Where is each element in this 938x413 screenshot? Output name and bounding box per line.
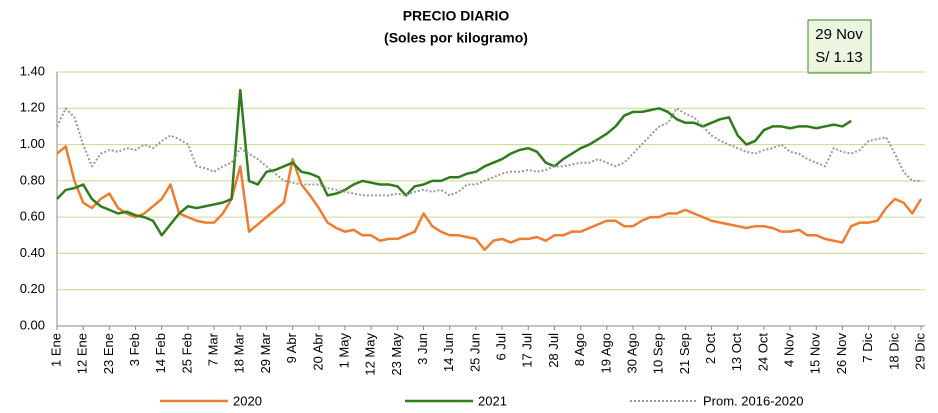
x-tick-label: 12 Ene: [75, 333, 90, 374]
x-tick-label: 24 Oct: [755, 333, 770, 372]
x-tick-label: 10 Sep: [651, 333, 666, 374]
annotation-date: 29 Nov: [815, 26, 863, 43]
x-tick-label: 7 Mar: [206, 332, 221, 366]
x-tick-label: 30 Ago: [624, 333, 639, 374]
y-tick-label: 0.80: [20, 172, 45, 187]
x-tick-label: 25 Feb: [179, 333, 194, 373]
x-tick-label: 23 May: [389, 333, 404, 376]
x-tick-label: 17 Jul: [520, 333, 535, 368]
chart-subtitle: (Soles por kilogramo): [384, 30, 528, 46]
x-tick-label: 14 Feb: [153, 333, 168, 373]
y-tick-label: 0.40: [20, 245, 45, 260]
x-tick-label: 29 Mar: [258, 332, 273, 373]
y-tick-label: 1.00: [20, 136, 45, 151]
x-tick-label: 6 Jul: [494, 333, 509, 361]
series-line: [56, 88, 852, 237]
x-tick-label: 9 Abr: [284, 332, 299, 363]
x-tick-label: 3 Jun: [415, 333, 430, 365]
x-tick-label: 26 Nov: [834, 333, 849, 375]
x-tick-label: 4 Nov: [782, 333, 797, 367]
x-tick-label: 23 Ene: [101, 333, 116, 374]
x-tick-label: 13 Oct: [729, 333, 744, 372]
x-tick-label: 12 May: [363, 333, 378, 376]
x-tick-label: 8 Ago: [572, 333, 587, 366]
y-tick-label: 0.20: [20, 281, 45, 296]
x-tick-label: 18 Mar: [232, 332, 247, 373]
chart-title: PRECIO DIARIO: [403, 8, 510, 24]
x-tick-label: 29 Dic: [912, 333, 927, 370]
x-tick-label: 15 Nov: [808, 333, 823, 375]
annotation-box: [807, 19, 872, 74]
x-tick-label: 1 May: [336, 333, 351, 369]
x-tick-label: 2 Oct: [703, 333, 718, 364]
legend-label: 2021: [478, 393, 507, 408]
x-tick-label: 25 Jun: [467, 333, 482, 372]
y-tick-label: 0.00: [20, 317, 45, 332]
x-tick-label: 28 Jul: [546, 333, 561, 368]
y-tick-label: 1.20: [20, 100, 45, 115]
x-tick-label: 1 Ene: [48, 333, 63, 367]
series-line: [56, 107, 921, 197]
x-tick-label: 18 Dic: [886, 333, 901, 370]
x-tick-label: 19 Ago: [598, 333, 613, 374]
y-tick-label: 1.40: [20, 63, 45, 78]
annotation-price: S/ 1.13: [815, 49, 863, 66]
x-tick-label: 14 Jun: [441, 333, 456, 372]
legend-label: 2020: [233, 393, 262, 408]
legend-label: Prom. 2016-2020: [703, 393, 803, 408]
x-tick-label: 3 Feb: [127, 333, 142, 366]
x-tick-label: 7 Dic: [860, 333, 875, 363]
y-tick-label: 0.60: [20, 209, 45, 224]
x-tick-label: 21 Sep: [677, 333, 692, 374]
x-tick-label: 20 Abr: [310, 332, 325, 370]
series-line: [56, 145, 923, 252]
